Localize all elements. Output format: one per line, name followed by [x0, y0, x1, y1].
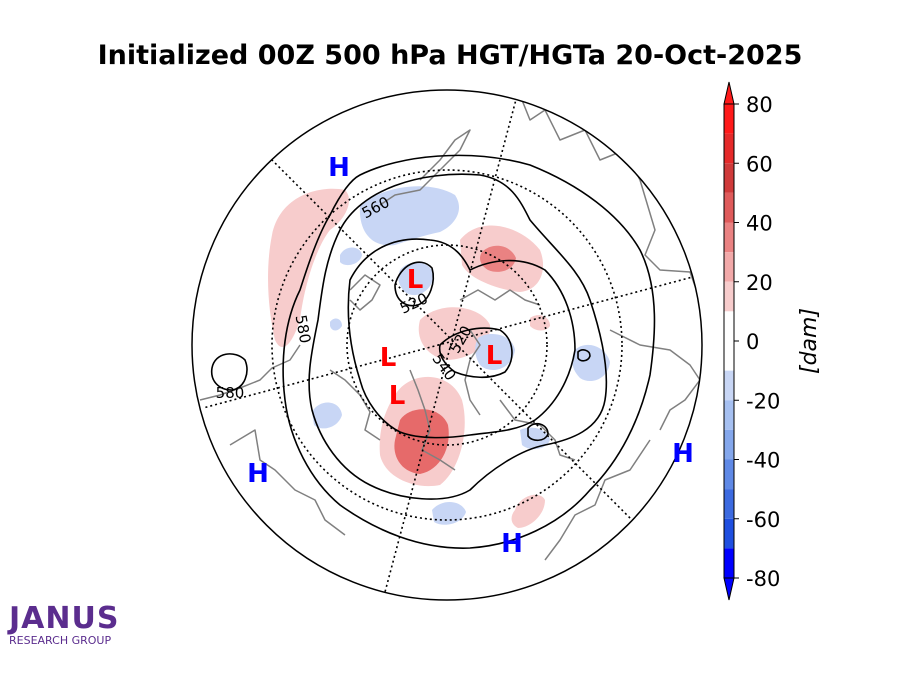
- colorbar-segment: [724, 429, 734, 460]
- anomaly-negative-north-small: [340, 247, 362, 266]
- colorbar: 80 60 40 20 0 -20 -40 -60 -80 [dam]: [723, 81, 822, 601]
- coastline-europe: [409, 369, 456, 471]
- colorbar-segment: [724, 370, 734, 401]
- coastline-hudson: [329, 369, 381, 441]
- high-pressure-label: H: [247, 459, 269, 489]
- map-title: Initialized 00Z 500 hPa HGT/HGTa 20-Oct-…: [97, 40, 803, 71]
- anomaly-negative-west-small: [330, 318, 342, 331]
- colorbar-segment: [724, 222, 734, 253]
- colorbar-tick-label: -40: [746, 449, 780, 473]
- colorbar-segment: [724, 163, 734, 193]
- janus-logo: JANUS RESEARCH GROUP: [9, 603, 119, 647]
- contour-closed-580-west: [210, 353, 248, 391]
- contour-560: [308, 173, 608, 500]
- coastline-north-america-south: [229, 429, 346, 536]
- coastline-scandinavia: [464, 329, 481, 416]
- low-pressure-label: L: [486, 341, 503, 371]
- colorbar-segment: [724, 548, 734, 578]
- anomaly-positive-southeast: [511, 494, 545, 528]
- anomaly-negative-center-east: [475, 334, 515, 370]
- anomaly-positive-north-core: [480, 245, 516, 272]
- coastline-central-asia: [459, 289, 541, 306]
- colorbar-segment: [724, 192, 734, 223]
- anomaly-positive-center: [418, 307, 491, 360]
- contour-small-southeast: [527, 422, 549, 442]
- colorbar-segment: [724, 341, 734, 371]
- graticule-lat-outer: [271, 169, 623, 521]
- contour-label: 580: [292, 313, 315, 344]
- colorbar-unit-label: [dam]: [797, 308, 822, 374]
- colorbar-segment: [724, 281, 734, 312]
- low-pressure-label: L: [380, 343, 397, 373]
- colorbar-ticks: 80 60 40 20 0 -20 -40 -60 -80: [734, 93, 780, 591]
- colorbar-tick-label: 60: [746, 152, 773, 176]
- anomaly-negative-west: [312, 402, 342, 429]
- high-pressure-label: H: [501, 529, 523, 559]
- map-boundary: [191, 89, 703, 601]
- contour-520-west: [394, 261, 434, 307]
- contour-label: 580: [216, 384, 245, 402]
- colorbar-extend-bottom: [723, 577, 735, 601]
- coastline-arctic-islands: [349, 274, 381, 311]
- contour-540: [347, 238, 576, 439]
- pressure-centers: H H H H L L L L: [247, 153, 694, 559]
- graticule-meridian-3: [202, 274, 701, 409]
- colorbar-tick-label: -60: [746, 508, 780, 532]
- colorbar-segment: [724, 489, 734, 519]
- logo-name: JANUS: [9, 601, 120, 636]
- anomaly-negative-south: [432, 501, 466, 525]
- coastline-eurasia-north: [519, 94, 701, 301]
- logo-subtitle: RESEARCH GROUP: [9, 634, 112, 647]
- contour-520-center: [438, 327, 513, 379]
- coastline-greenland: [379, 129, 471, 206]
- colorbar-extend-top: [723, 81, 735, 105]
- colorbar-segment: [724, 459, 734, 490]
- anomaly-positive-west-arc: [268, 188, 350, 348]
- colorbar-tick-label: 80: [746, 93, 773, 117]
- colorbar-segment: [724, 400, 734, 430]
- colorbar-tick-label: -20: [746, 389, 780, 413]
- anomaly-negative-low: [398, 262, 434, 296]
- coastline-pacific-southeast: [544, 439, 651, 561]
- colorbar-segment: [724, 252, 734, 282]
- colorbar-tick-label: 0: [746, 330, 759, 354]
- colorbar-segments: [724, 104, 734, 578]
- polar-map: [199, 91, 701, 593]
- colorbar-segment: [724, 133, 734, 164]
- low-pressure-label: L: [389, 381, 406, 411]
- low-pressure-label: L: [407, 265, 424, 295]
- height-contours: [210, 154, 656, 549]
- coastline-north-america-west: [199, 344, 301, 401]
- contour-small-east: [577, 349, 591, 362]
- graticule-meridian-2: [384, 91, 519, 593]
- colorbar-tick-label: 20: [746, 271, 773, 295]
- high-pressure-label: H: [328, 153, 350, 183]
- coastline-eurasia-east: [609, 329, 701, 431]
- colorbar-segment: [724, 104, 734, 134]
- colorbar-tick-label: -80: [746, 567, 780, 591]
- colorbar-segment: [724, 518, 734, 549]
- anomaly-negative-east: [572, 344, 610, 382]
- contour-outer-580: [282, 154, 656, 549]
- high-pressure-label: H: [672, 439, 694, 469]
- colorbar-tick-label: 40: [746, 212, 773, 236]
- colorbar-segment: [724, 311, 734, 341]
